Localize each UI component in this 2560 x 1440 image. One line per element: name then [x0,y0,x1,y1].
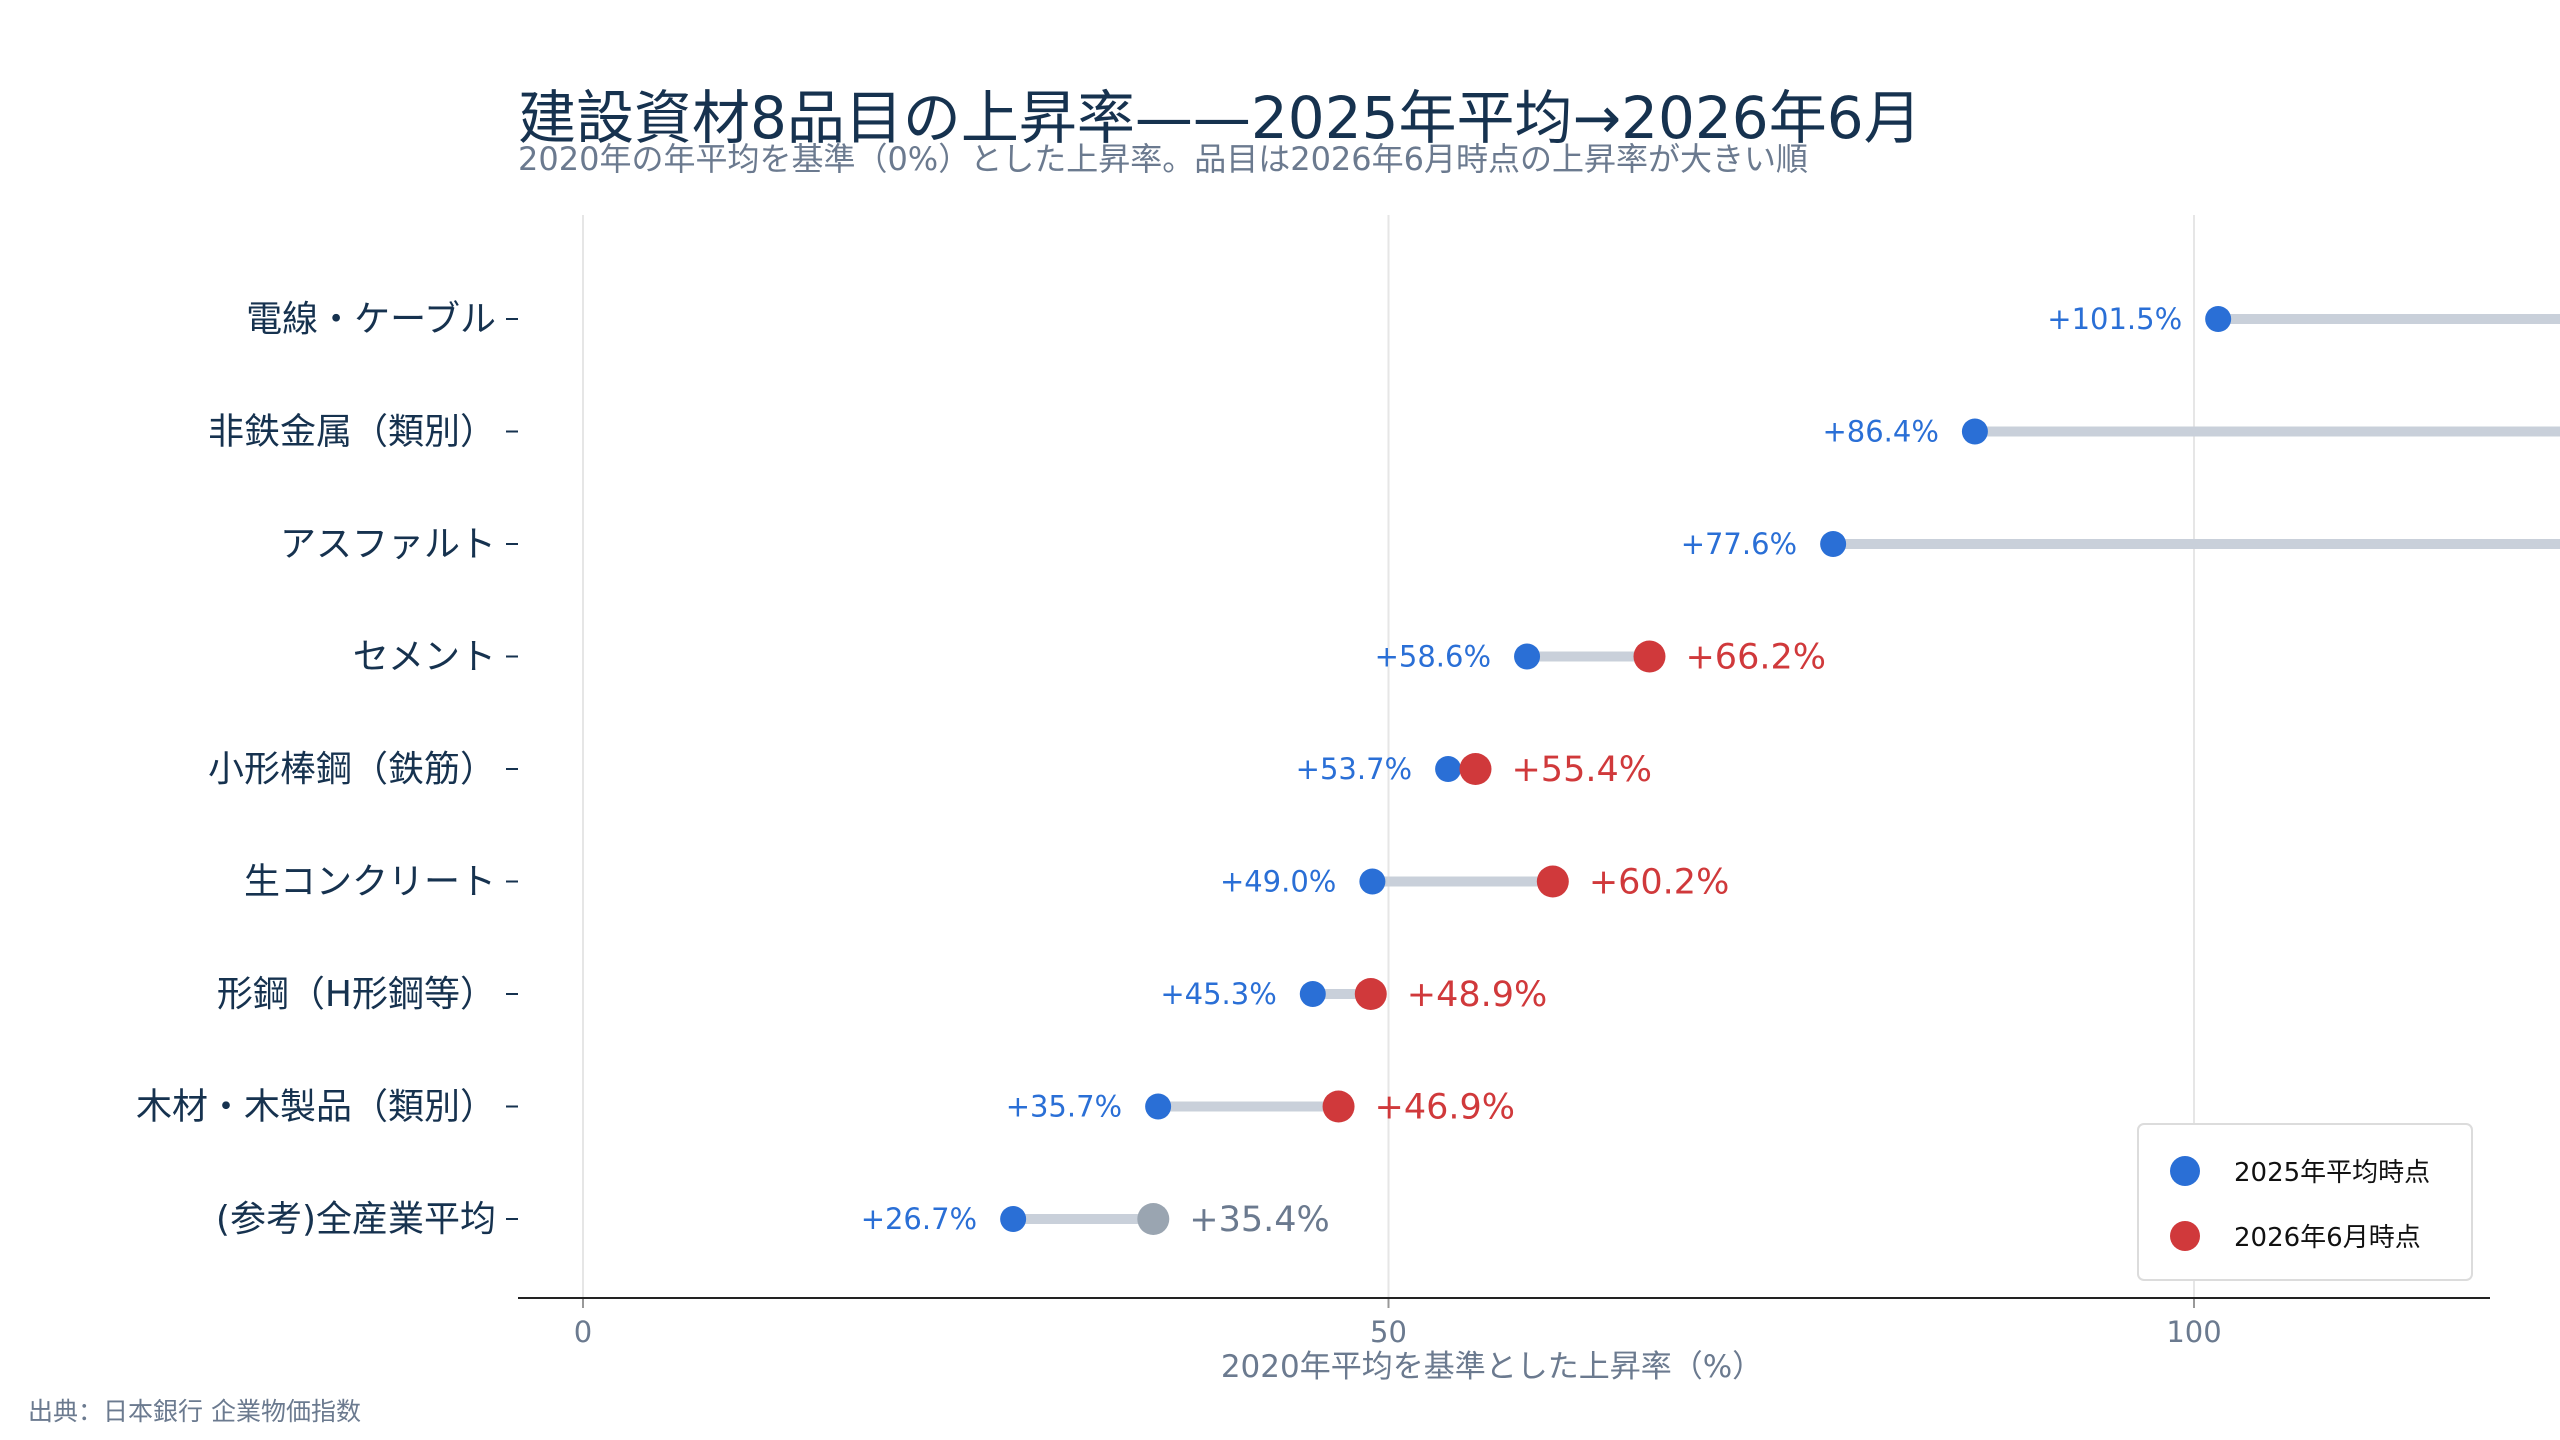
point-2026 [1322,1090,1355,1123]
label-2026: +66.2% [1685,638,1826,678]
point-2026 [1633,640,1666,673]
point-2025 [1299,981,1326,1007]
point-2026 [1459,753,1492,785]
label-2025: +53.7% [1296,752,1412,786]
category-label: 生コンクリート [244,862,496,903]
label-2025: +26.7% [861,1202,977,1236]
label-2025: +49.0% [1220,865,1336,899]
source-note: 出典：日本銀行 企業物価指数 [28,1397,361,1426]
legend-label-2025: 2025年平均時点 [2234,1158,2430,1188]
label-2025: +35.7% [1006,1090,1122,1124]
point-2025 [1514,643,1541,670]
legend-marker-2025 [2170,1156,2200,1186]
point-2026 [1137,1203,1170,1235]
label-2025: +77.6% [1681,527,1797,561]
point-2025 [1961,418,1988,445]
category-label: 形鋼（H形鋼等） [217,974,496,1015]
category-label: アスファルト [280,524,496,565]
point-2025 [1145,1093,1172,1120]
connector-lines [1013,314,2560,1224]
x-tick-label: 100 [2166,1315,2221,1349]
point-2025 [1820,531,1847,557]
data-points [1000,306,2232,1235]
chart-title: 建設資材8品目の上昇率——2025年平均→2026年6月 [518,84,1922,152]
x-tick-label: 50 [1370,1315,1407,1349]
label-2026: +60.2% [1589,863,1730,903]
point-2025 [2205,306,2232,332]
chart-subtitle: 2020年の年平均を基準（0%）とした上昇率。品目は2026年6月時点の上昇率が… [518,140,1808,178]
legend: 2025年平均時点 2026年6月時点 [2137,1123,2473,1281]
label-2026: +48.9% [1407,975,1548,1015]
label-2025: +86.4% [1822,415,1938,449]
category-label: 非鉄金属（類別） [208,412,496,453]
category-label: セメント [353,637,496,678]
legend-box [2137,1123,2473,1281]
category-label: (参考)全産業平均 [216,1199,496,1240]
point-2026 [1354,978,1387,1010]
legend-marker-2026 [2170,1221,2200,1251]
category-label: 電線・ケーブル [246,299,496,340]
label-2026: +55.4% [1511,750,1652,790]
point-2025 [1000,1206,1027,1232]
x-axis-title: 2020年平均を基準とした上昇率（%） [1221,1349,1763,1385]
point-2025 [1359,868,1386,895]
grid-lines [582,215,2195,1298]
label-2025: +101.5% [2047,302,2182,336]
category-label: 木材・木製品（類別） [136,1087,496,1128]
legend-label-2026: 2026年6月時点 [2234,1223,2421,1253]
point-2026 [1536,865,1569,898]
label-2025: +45.3% [1160,977,1276,1011]
label-2026: +46.9% [1375,1088,1516,1128]
point-2025 [1435,756,1462,782]
x-tick-label: 0 [574,1315,592,1349]
category-label: 小形棒鋼（鉄筋） [208,749,496,790]
label-2025: +58.6% [1375,640,1491,674]
label-2026: +35.4% [1189,1200,1330,1240]
data-labels: +101.5%+190.7%+86.4%+152.4%+77.6%+160.6%… [861,302,2182,1240]
x-axis: 050100150200 [518,1297,2490,1349]
